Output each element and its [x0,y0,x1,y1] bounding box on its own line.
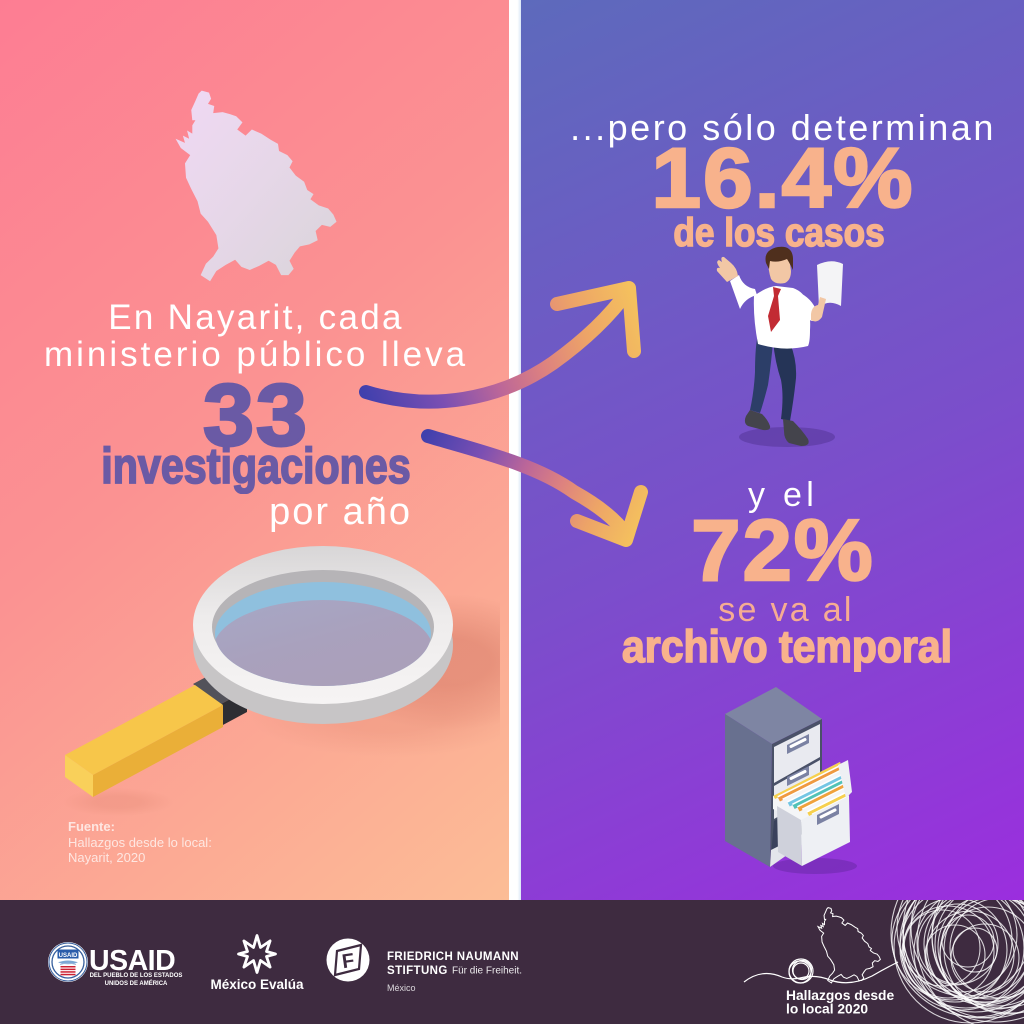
svg-text:Hallazgos desde: Hallazgos desde [786,988,894,1003]
svg-text:USAID: USAID [89,945,175,977]
svg-text:STIFTUNG: STIFTUNG [387,965,448,977]
svg-text:México Evalúa: México Evalúa [210,977,304,992]
svg-text:USAID: USAID [59,953,78,959]
svg-text:FRIEDRICH NAUMANN: FRIEDRICH NAUMANN [387,951,519,963]
svg-text:México: México [387,983,416,993]
svg-text:UNIDOS DE AMÉRICA: UNIDOS DE AMÉRICA [105,979,168,987]
svg-text:DEL PUEBLO DE LOS ESTADOS: DEL PUEBLO DE LOS ESTADOS [90,973,183,979]
svg-text:lo local 2020: lo local 2020 [786,1002,868,1017]
svg-text:F: F [341,950,356,973]
svg-text:Für die Freiheit.: Für die Freiheit. [452,966,522,977]
